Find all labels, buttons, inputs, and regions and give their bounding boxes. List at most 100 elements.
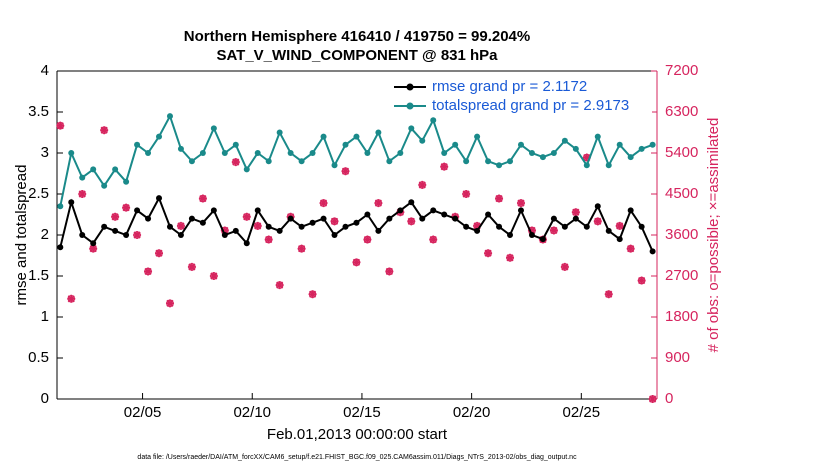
point (79, 174, 86, 181)
point (561, 223, 568, 230)
point (342, 223, 349, 230)
point (375, 227, 382, 234)
x-tick-label: 02/20 (453, 404, 491, 421)
point (265, 223, 272, 230)
obs-marker (604, 290, 613, 299)
obs-marker (516, 199, 525, 208)
point (605, 162, 612, 169)
point (485, 158, 492, 165)
obs-marker (89, 244, 98, 253)
point (627, 154, 634, 161)
plot-area (57, 71, 657, 399)
point (463, 223, 470, 230)
obs-marker (253, 221, 262, 230)
obs-marker (56, 121, 65, 130)
point (638, 145, 645, 152)
point (221, 232, 228, 238)
point (638, 223, 645, 230)
point (517, 207, 524, 214)
y2-tick-label: 900 (665, 349, 690, 366)
point (561, 137, 568, 144)
point (452, 141, 459, 148)
point (156, 195, 163, 202)
point (627, 207, 634, 214)
point (68, 199, 75, 206)
point (145, 150, 152, 156)
point (550, 150, 557, 156)
point (210, 207, 217, 214)
legend-box (390, 76, 652, 116)
obs-marker (231, 158, 240, 167)
obs-marker (308, 290, 317, 299)
obs-marker (352, 258, 361, 267)
point (177, 145, 184, 152)
point (320, 215, 327, 222)
obs-marker (593, 217, 602, 226)
point (199, 219, 206, 226)
point (210, 125, 217, 132)
obs-marker (527, 226, 536, 235)
obs-marker (560, 262, 569, 271)
obs-marker (363, 235, 372, 244)
obs-marker (637, 276, 646, 285)
obs-marker (198, 194, 207, 203)
obs-marker (385, 267, 394, 276)
point (496, 223, 503, 230)
y2-tick-label: 0 (665, 390, 673, 407)
point (309, 150, 316, 156)
y2-tick-label: 7200 (665, 62, 698, 79)
x-tick-label: 02/10 (233, 404, 271, 421)
obs-marker (242, 212, 251, 221)
point (616, 141, 623, 148)
obs-marker (122, 203, 131, 212)
point (507, 158, 514, 165)
point (550, 215, 557, 222)
point (145, 215, 152, 222)
obs-marker (341, 167, 350, 176)
point (68, 150, 75, 156)
y-tick-label: 2 (41, 226, 49, 243)
point (572, 145, 579, 152)
point (517, 141, 524, 148)
point (539, 236, 546, 243)
point (397, 207, 404, 214)
point (397, 150, 404, 156)
point (134, 141, 141, 148)
obs-marker (297, 244, 306, 253)
point (594, 133, 601, 140)
y-tick-label: 4 (41, 62, 49, 79)
x-tick-label: 02/05 (124, 404, 162, 421)
x-tick-label: 02/15 (343, 404, 381, 421)
point (243, 240, 250, 247)
point (539, 154, 546, 161)
y-axis-label: rmse and totalspread (13, 165, 30, 306)
point (441, 211, 448, 218)
obs-marker (571, 208, 580, 217)
point (452, 215, 459, 222)
y2-tick-label: 2700 (665, 267, 698, 284)
point (90, 240, 97, 247)
obs-marker (440, 162, 449, 171)
point (583, 223, 590, 230)
x-tick-label: 02/25 (563, 404, 601, 421)
point (177, 232, 184, 238)
point (364, 150, 371, 156)
y-tick-label: 1 (41, 308, 49, 325)
obs-marker (165, 299, 174, 308)
point (353, 219, 360, 226)
point (386, 158, 393, 165)
obs-marker (418, 180, 427, 189)
point (265, 158, 272, 165)
point (419, 137, 426, 144)
chart-title: Northern Hemisphere 416410 / 419750 = 99… (184, 28, 530, 45)
obs-marker (133, 231, 142, 239)
obs-marker (144, 267, 153, 276)
y2-tick-label: 5400 (665, 144, 698, 161)
legend-label: totalspread grand pr = 2.9173 (432, 97, 629, 114)
y-tick-label: 1.5 (28, 267, 49, 284)
obs-marker (155, 249, 164, 258)
obs-marker (187, 262, 196, 271)
point (287, 150, 294, 156)
obs-marker (100, 126, 109, 135)
